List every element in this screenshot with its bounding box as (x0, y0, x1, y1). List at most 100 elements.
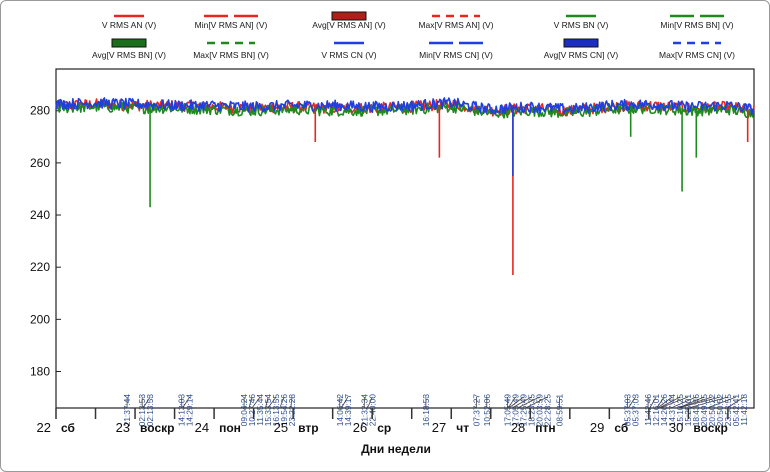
legend-item: Avg[V RMS BN] (V) (92, 38, 166, 60)
event-time-label: 02:13:53 (145, 394, 155, 427)
event-annotation: 23:22:28 (287, 394, 297, 427)
event-annotation: 17:05:49 (502, 394, 512, 427)
event-time-label: 15:33:54 (263, 394, 273, 427)
event-leader-line (726, 396, 745, 409)
legend-swatch (111, 38, 147, 48)
event-time-label: 14:13:03 (177, 394, 187, 427)
event-leader-line (267, 396, 277, 409)
event-leader-line (508, 396, 524, 409)
legend-label: Max[V RMS CN] (V) (659, 50, 735, 60)
event-annotation: 17:25:49 (508, 394, 528, 427)
legend-item: Max[V RMS CN] (V) (659, 41, 735, 60)
event-leader-line (657, 396, 673, 409)
event-leader-line (248, 396, 253, 409)
event-time-label: 20:03:59 (534, 394, 544, 427)
x-tick-label: 27 (432, 420, 446, 435)
x-day-label: ср (377, 421, 391, 435)
event-leader-line (656, 396, 665, 409)
event-time-label: 10:27:46 (247, 394, 257, 427)
legend-label: V RMS AN (V) (102, 20, 156, 30)
y-tick-label: 240 (30, 208, 50, 222)
event-annotation: 22:28:25 (525, 394, 552, 426)
y-tick-label: 220 (30, 260, 50, 274)
event-annotation: 09:04:24 (239, 394, 249, 427)
event-annotation: 11:42:46 (643, 394, 653, 426)
event-time-label: 23:22:28 (287, 394, 297, 427)
event-time-label: 17:25:49 (518, 394, 528, 427)
legend-swatch (331, 11, 367, 21)
event-annotation: 14:13:03 (177, 394, 187, 427)
event-time-label: 11:42:18 (739, 394, 749, 426)
event-time-label: 15:10:25 (675, 394, 685, 427)
event-leader-line (290, 396, 293, 409)
legend-label: Min[V RMS AN] (V) (195, 20, 268, 30)
event-annotation: 19:54:26 (279, 394, 289, 427)
legend-item: Avg[V RMS CN] (V) (544, 38, 619, 60)
legend-label: Max[V RMS AN] (V) (418, 20, 493, 30)
legend-label: Avg[V RMS AN] (V) (312, 20, 386, 30)
event-leader-line (265, 396, 269, 409)
event-leader-line (182, 396, 191, 409)
legend-label: Max[V RMS BN] (V) (193, 50, 269, 60)
event-annotation: 10:52:06 (482, 394, 492, 427)
event-time-label: 14:37:44 (667, 394, 677, 427)
event-leader-line (677, 396, 721, 409)
event-annotation: 14:39:17 (341, 394, 353, 427)
event-annotation: 21:37:44 (122, 394, 132, 427)
x-tick-label: 22 (37, 420, 51, 435)
event-time-label: 17:05:49 (502, 394, 512, 427)
event-leader-line (688, 396, 729, 409)
event-time-label: 20:50:22 (707, 394, 717, 427)
x-tick-label: 29 (590, 420, 604, 435)
x-tick-label: 23 (116, 420, 130, 435)
event-annotation: 11:42:18 (726, 394, 749, 426)
x-tick-label: 30 (669, 420, 683, 435)
legend-label: Avg[V RMS BN] (V) (92, 50, 166, 60)
x-day-label: сб (61, 421, 75, 435)
legend-item: V RMS CN (V) (321, 41, 377, 60)
legend-label: Min[V RMS BN] (V) (660, 20, 733, 30)
event-annotation: 15:10:25 (658, 394, 685, 427)
event-time-label: 17:05:49 (510, 394, 520, 427)
event-time-label: 14:39:17 (343, 394, 353, 427)
y-axis: 180 200 220 240 260 280 (30, 104, 61, 378)
legend-label: V RMS BN (V) (554, 20, 609, 30)
x-tick-label: 28 (511, 420, 525, 435)
event-annotation: 14:06:42 (335, 394, 345, 427)
event-time-label: 14:26:26 (659, 394, 669, 427)
event-time-label: 20:50:52 (715, 394, 725, 427)
x-day-label: пон (219, 421, 241, 435)
legend-item: Min[V RMS CN] (V) (419, 41, 493, 60)
event-time-label: 18:23:35 (526, 394, 536, 427)
series-line (55, 97, 755, 116)
event-annotation: 20:50:52 (677, 394, 725, 427)
plot-area (55, 68, 755, 409)
event-annotation: 17:05:49 (507, 394, 520, 427)
x-axis-label: Дни недели (361, 442, 431, 456)
legend-label: Avg[V RMS CN] (V) (544, 50, 619, 60)
event-leader-line (658, 396, 681, 409)
event-time-label: 20:49:25 (699, 394, 709, 427)
event-annotation: 05:37:03 (627, 394, 641, 427)
event-annotation: 16:13:55 (267, 394, 281, 427)
event-leader-line (507, 396, 516, 409)
event-time-label: 10:52:06 (482, 394, 492, 427)
event-time-label: 09:04:24 (239, 394, 249, 427)
legend: V RMS AN (V) Min[V RMS AN] (V) Avg[V RMS A… (92, 11, 735, 60)
event-time-label: 16:18:53 (421, 394, 431, 427)
event-annotation: 05:42:41 (707, 394, 741, 426)
event-annotation: 16:18:53 (421, 394, 431, 427)
event-leader-line (627, 396, 636, 409)
y-tick-label: 180 (30, 364, 50, 378)
event-time-label: 05:37:03 (631, 394, 641, 427)
legend-item: Max[V RMS BN] (V) (193, 41, 269, 60)
event-annotation: 02:13:53 (137, 394, 147, 427)
event-annotation: 10:27:46 (247, 394, 257, 427)
event-leader-line (707, 396, 737, 409)
y-tick-label: 260 (30, 156, 50, 170)
event-leader-line (341, 396, 349, 409)
event-time-label: 21:37:44 (122, 394, 132, 427)
legend-item: Min[V RMS AN] (V) (195, 14, 268, 30)
event-time-label: 16:13:55 (271, 394, 281, 427)
